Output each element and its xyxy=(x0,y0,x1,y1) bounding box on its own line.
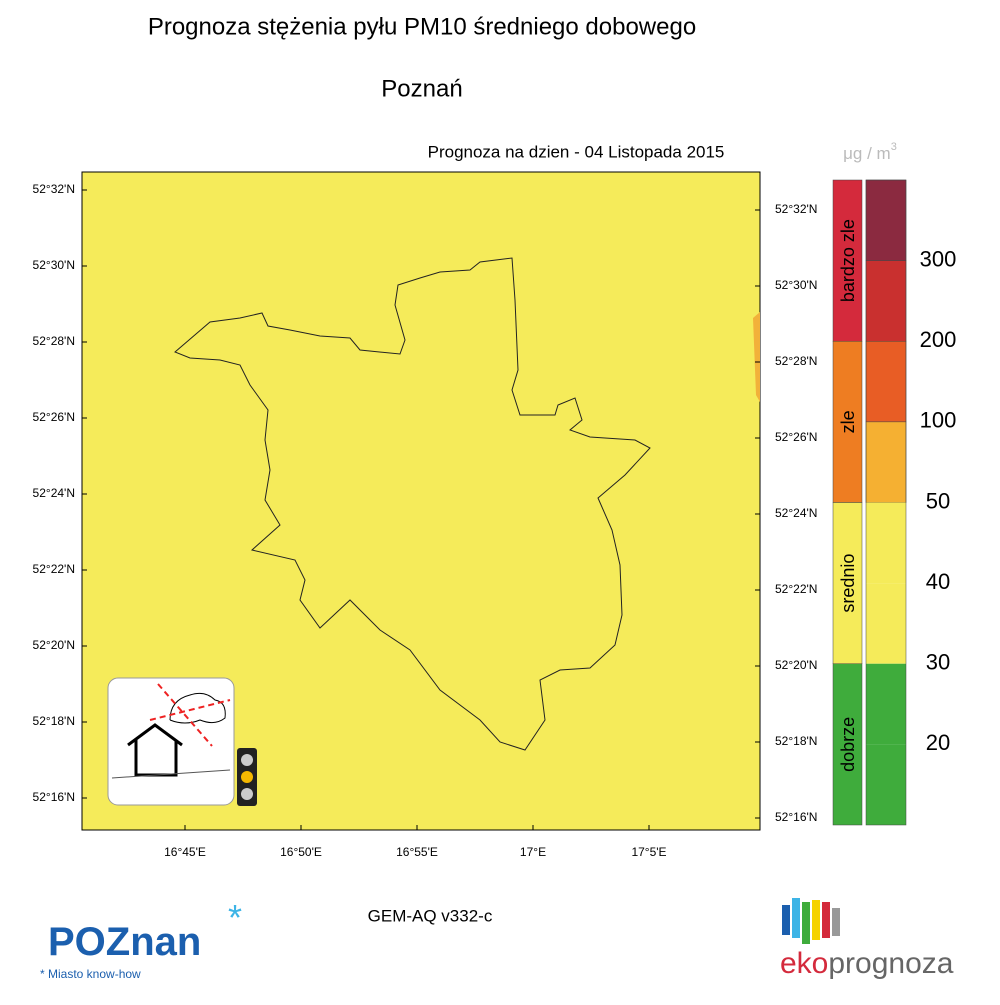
lon-label: 16°50'E xyxy=(280,845,322,859)
lat-label: 52°24'N xyxy=(775,506,817,520)
threshold-label: 100 xyxy=(920,408,957,433)
brand-icon xyxy=(782,898,840,944)
color-band xyxy=(865,260,907,342)
city-logo: POZnan xyxy=(48,920,201,964)
color-bar-frame xyxy=(865,179,907,826)
city-boundary xyxy=(174,257,651,751)
threshold-label: 50 xyxy=(926,488,950,513)
map xyxy=(81,171,761,831)
lat-label: 52°16'N xyxy=(775,810,817,824)
light xyxy=(241,754,253,766)
color-band xyxy=(865,421,907,503)
category-band xyxy=(832,341,863,503)
city-tagline: Miasto know-how xyxy=(48,967,141,981)
lat-label: 52°28'N xyxy=(775,354,817,368)
color-band xyxy=(866,502,906,584)
lat-label: 52°20'N xyxy=(33,638,75,652)
lat-label: 52°16'N xyxy=(33,790,75,804)
lat-label: 52°26'N xyxy=(775,430,817,444)
lat-label: 52°30'N xyxy=(33,258,75,272)
color-band xyxy=(865,179,907,261)
category-band xyxy=(832,179,863,342)
lat-label: 52°18'N xyxy=(775,734,817,748)
lon-label: 17°5'E xyxy=(631,845,666,859)
lat-label: 52°30'N xyxy=(775,278,817,292)
category-band xyxy=(832,502,863,664)
category-label: bardzo zle xyxy=(838,219,858,302)
lat-label: 52°32'N xyxy=(775,202,817,216)
color-band xyxy=(866,663,906,745)
lat-label: 52°26'N xyxy=(33,410,75,424)
logo-asterisk: * xyxy=(228,897,242,938)
city-tagline-star: * xyxy=(40,967,45,981)
color-band xyxy=(866,583,906,664)
cross xyxy=(149,683,231,747)
date-label: Prognoza na dzien - 04 Listopada 2015 xyxy=(428,142,725,161)
model-label: GEM-AQ v332-c xyxy=(368,906,493,925)
lat-label: 52°18'N xyxy=(33,714,75,728)
brand-suffix: prognoza xyxy=(828,947,953,980)
threshold-label: 40 xyxy=(926,569,950,594)
icon xyxy=(107,677,257,806)
threshold-label: 300 xyxy=(920,246,957,271)
unit: μg / m3 xyxy=(843,141,897,164)
lat-label: 52°32'N xyxy=(33,182,75,196)
threshold-label: 30 xyxy=(926,650,950,675)
threshold-label: 20 xyxy=(926,730,950,755)
lon-label: 16°55'E xyxy=(396,845,438,859)
category-label: zle xyxy=(838,410,858,433)
brand-prefix: eko xyxy=(780,947,828,980)
legend: bardzo zle zle srednio dobrze 300 200 100 50 40 3… xyxy=(832,179,957,826)
category-label: srednio xyxy=(838,554,858,613)
title: Prognoza stężenia pyłu PM10 średniego do… xyxy=(148,13,696,40)
color-band xyxy=(866,744,906,825)
ground xyxy=(111,769,231,779)
axes: 52°32'N 52°30'N 52°28'N 52°26'N 52°24'N 52°22… xyxy=(33,182,818,859)
brand-logo: ekoprognoza xyxy=(780,947,954,980)
lat-label: 52°28'N xyxy=(33,334,75,348)
unit-base: μg / m xyxy=(843,144,891,163)
unit-exponent: 3 xyxy=(891,141,897,153)
lat-label: 52°22'N xyxy=(33,562,75,576)
category-band xyxy=(832,663,863,826)
icon-frame xyxy=(107,677,235,806)
lon-label: 16°45'E xyxy=(164,845,206,859)
lat-label: 52°20'N xyxy=(775,658,817,672)
threshold-label: 200 xyxy=(920,327,957,352)
lon-label: 17°E xyxy=(520,845,546,859)
lat-label: 52°22'N xyxy=(775,582,817,596)
lat-label: 52°24'N xyxy=(33,486,75,500)
light xyxy=(241,788,253,800)
category-label: dobrze xyxy=(838,717,858,772)
orange-area xyxy=(753,312,760,402)
color-band xyxy=(865,341,907,423)
light xyxy=(241,771,253,783)
subtitle: Poznań xyxy=(381,75,462,102)
cloud xyxy=(169,692,226,724)
